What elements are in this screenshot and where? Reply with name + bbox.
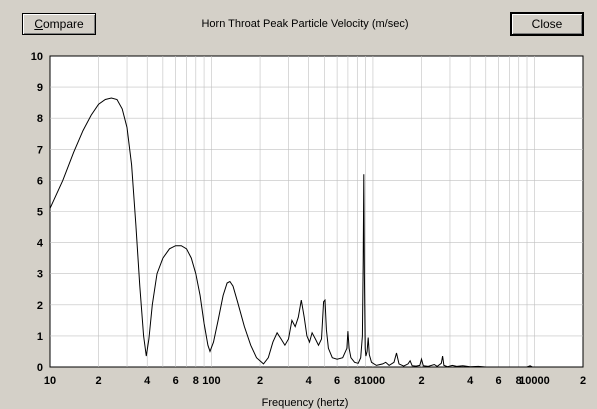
compare-button-label: ompare	[42, 17, 84, 31]
x-tick-label: 10000	[519, 375, 550, 387]
y-tick-label: 4	[37, 238, 44, 250]
y-tick-label: 6	[37, 175, 43, 187]
x-tick-label: 10	[44, 375, 56, 387]
x-tick-label: 8	[516, 375, 522, 387]
y-tick-label: 9	[37, 82, 43, 94]
y-axis-ticks: 0 1 2 3 4 5 6 7 8 9 10	[31, 51, 44, 374]
compare-button[interactable]: Compare	[22, 13, 96, 35]
y-tick-label: 7	[37, 144, 43, 156]
close-button[interactable]: Close	[510, 12, 584, 36]
x-tick-label: 1000	[361, 375, 385, 387]
x-tick-label: 2	[418, 375, 424, 387]
y-tick-label: 1	[37, 331, 43, 343]
y-tick-label: 0	[37, 362, 43, 374]
chart-title: Horn Throat Peak Particle Velocity (m/se…	[201, 18, 409, 30]
x-tick-label: 6	[334, 375, 340, 387]
x-tick-label: 4	[306, 375, 313, 387]
y-tick-label: 3	[37, 269, 43, 281]
x-tick-label: 100	[202, 375, 220, 387]
x-tick-label: 2	[96, 375, 102, 387]
x-tick-label: 4	[467, 375, 474, 387]
x-tick-label: 6	[173, 375, 179, 387]
x-tick-label: 2	[580, 375, 586, 387]
x-tick-label: 2	[257, 375, 263, 387]
y-tick-label: 8	[37, 113, 43, 125]
compare-button-label-underlined: C	[34, 17, 43, 31]
y-tick-label: 5	[37, 207, 43, 219]
x-axis-label: Frequency (hertz)	[261, 397, 349, 409]
y-tick-label: 2	[37, 300, 43, 312]
x-tick-label: 8	[193, 375, 199, 387]
x-tick-label: 8	[354, 375, 360, 387]
x-tick-label: 4	[144, 375, 151, 387]
y-tick-label: 10	[31, 51, 43, 63]
series-line	[49, 97, 583, 368]
x-tick-label: 6	[496, 375, 502, 387]
